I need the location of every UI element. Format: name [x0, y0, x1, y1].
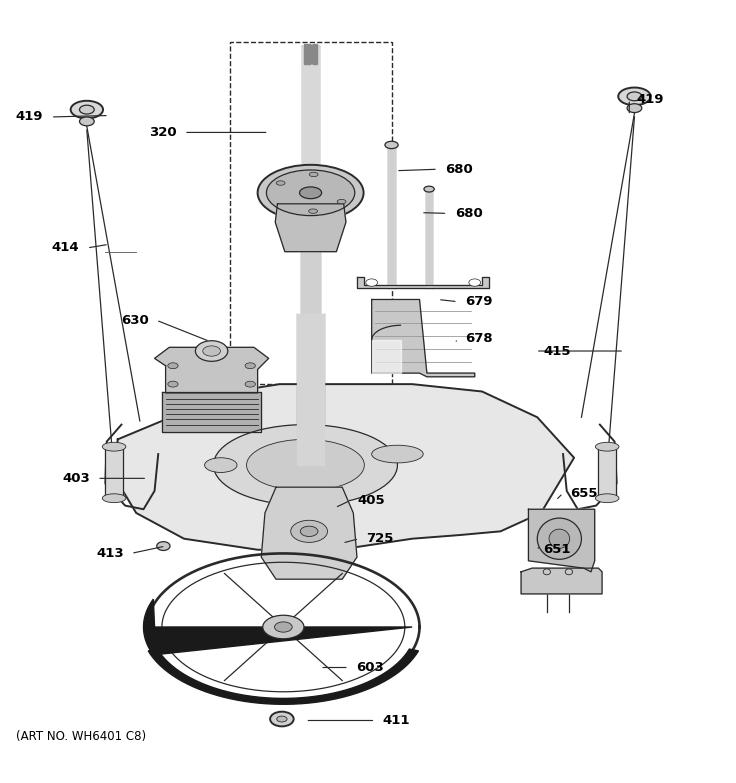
Polygon shape — [309, 44, 311, 64]
Ellipse shape — [213, 424, 397, 506]
Ellipse shape — [309, 172, 318, 177]
Ellipse shape — [245, 381, 255, 387]
Bar — [230, 42, 392, 384]
Ellipse shape — [270, 712, 294, 727]
Ellipse shape — [308, 209, 317, 213]
Polygon shape — [315, 44, 316, 64]
Ellipse shape — [627, 103, 642, 113]
Polygon shape — [155, 348, 269, 393]
Polygon shape — [297, 314, 324, 465]
Text: 405: 405 — [358, 494, 386, 507]
Text: 419: 419 — [637, 93, 664, 106]
Text: 419: 419 — [16, 110, 43, 124]
Ellipse shape — [469, 279, 481, 287]
Polygon shape — [314, 44, 315, 64]
Ellipse shape — [291, 520, 328, 543]
Polygon shape — [388, 145, 395, 288]
Text: 630: 630 — [121, 314, 149, 327]
Ellipse shape — [277, 716, 287, 722]
Text: 415: 415 — [543, 345, 570, 358]
Ellipse shape — [372, 446, 423, 463]
Text: 413: 413 — [96, 547, 124, 560]
Text: 678: 678 — [465, 332, 493, 345]
Polygon shape — [521, 568, 602, 594]
Ellipse shape — [102, 494, 126, 503]
Polygon shape — [261, 487, 357, 579]
Ellipse shape — [300, 187, 322, 199]
Ellipse shape — [366, 279, 378, 287]
Text: 680: 680 — [455, 207, 483, 220]
Polygon shape — [301, 251, 320, 314]
Ellipse shape — [263, 615, 304, 639]
Ellipse shape — [266, 170, 355, 215]
Ellipse shape — [300, 526, 318, 536]
Ellipse shape — [195, 341, 228, 361]
Ellipse shape — [71, 101, 103, 118]
Polygon shape — [114, 384, 574, 550]
Polygon shape — [598, 446, 616, 498]
Text: 320: 320 — [149, 126, 177, 139]
Ellipse shape — [595, 494, 619, 503]
Polygon shape — [148, 649, 419, 704]
Polygon shape — [105, 446, 124, 498]
Polygon shape — [144, 599, 412, 655]
Ellipse shape — [168, 363, 178, 369]
Ellipse shape — [79, 117, 94, 126]
Ellipse shape — [565, 569, 573, 575]
Polygon shape — [426, 189, 432, 288]
Polygon shape — [372, 340, 401, 373]
Polygon shape — [311, 44, 312, 64]
Text: 680: 680 — [445, 163, 473, 175]
Polygon shape — [306, 44, 307, 64]
Ellipse shape — [275, 622, 292, 632]
Ellipse shape — [595, 442, 619, 451]
Text: 655: 655 — [570, 486, 598, 500]
Text: 725: 725 — [367, 532, 394, 545]
Text: 403: 403 — [62, 472, 90, 485]
Polygon shape — [304, 44, 305, 64]
Ellipse shape — [618, 88, 651, 105]
Ellipse shape — [627, 92, 642, 101]
Polygon shape — [528, 509, 595, 572]
Ellipse shape — [79, 105, 94, 114]
Polygon shape — [308, 44, 309, 64]
Text: 411: 411 — [383, 714, 410, 727]
Ellipse shape — [202, 346, 221, 356]
Ellipse shape — [258, 164, 364, 221]
Polygon shape — [302, 45, 319, 167]
Ellipse shape — [245, 363, 255, 369]
Ellipse shape — [337, 200, 346, 204]
Text: (ART NO. WH6401 C8): (ART NO. WH6401 C8) — [16, 731, 146, 743]
Ellipse shape — [168, 381, 178, 387]
Ellipse shape — [205, 458, 237, 472]
Ellipse shape — [424, 186, 434, 192]
Polygon shape — [357, 277, 489, 288]
Text: 603: 603 — [356, 661, 384, 674]
Ellipse shape — [157, 542, 170, 550]
Polygon shape — [275, 204, 346, 251]
Ellipse shape — [102, 442, 126, 451]
Ellipse shape — [543, 569, 551, 575]
Polygon shape — [307, 44, 308, 64]
Ellipse shape — [276, 181, 285, 186]
Text: 414: 414 — [52, 241, 79, 254]
Ellipse shape — [385, 141, 398, 149]
Text: 651: 651 — [543, 543, 570, 556]
Polygon shape — [372, 300, 475, 377]
Ellipse shape — [537, 518, 581, 559]
Ellipse shape — [549, 529, 570, 548]
Polygon shape — [162, 392, 261, 432]
Polygon shape — [313, 44, 314, 64]
Ellipse shape — [247, 439, 364, 491]
Text: 679: 679 — [465, 295, 492, 309]
Polygon shape — [305, 44, 306, 64]
